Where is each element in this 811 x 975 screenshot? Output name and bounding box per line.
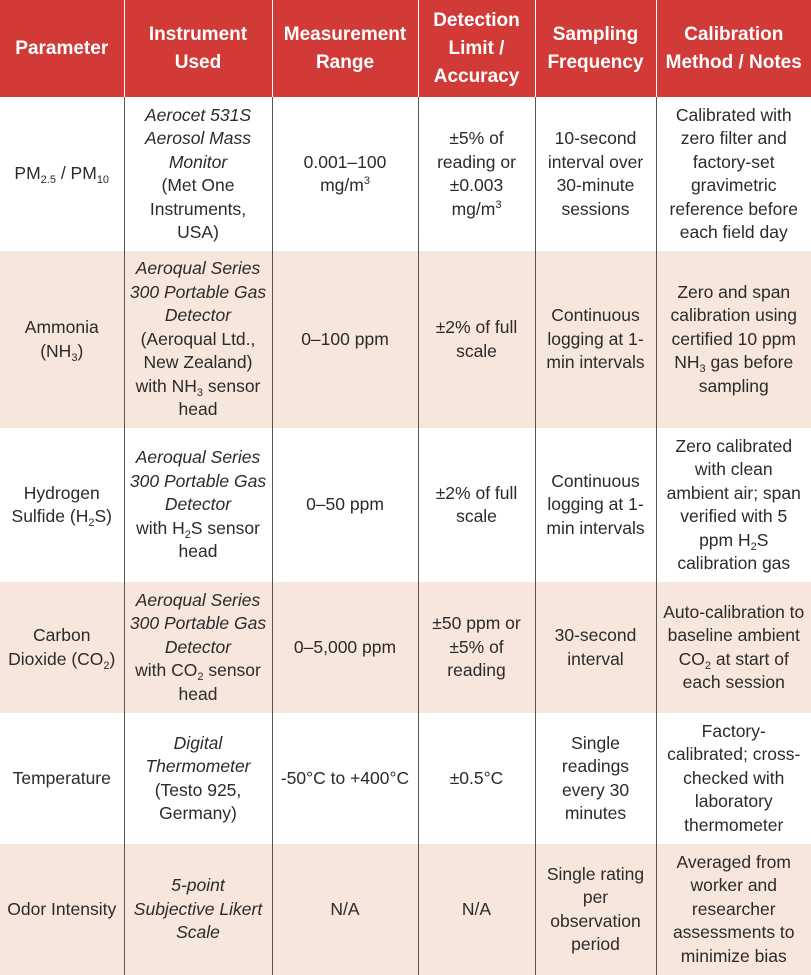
cell-range: -50°C to +400°C xyxy=(271,713,418,844)
cell-accuracy: ±2% of full scale xyxy=(417,251,535,428)
cell-notes: Auto-calibration to baseline ambient CO2… xyxy=(655,582,811,713)
cell-parameter: Ammonia (NH3) xyxy=(0,251,124,428)
cell-range: N/A xyxy=(271,844,418,975)
cell-instrument: Aeroqual Series 300 Portable Gas Detecto… xyxy=(123,251,272,428)
cell-parameter: PM2.5 / PM10 xyxy=(0,97,124,251)
cell-parameter: Temperature xyxy=(0,713,124,844)
cell-notes: Averaged from worker and researcher asse… xyxy=(655,844,811,975)
table-row: Temperature Digital Thermometer (Testo 92… xyxy=(0,713,811,844)
cell-accuracy: ±2% of full scale xyxy=(417,428,535,582)
cell-frequency: Single readings every 30 minutes xyxy=(534,713,656,844)
table-row: Hydrogen Sulfide (H2S) Aeroqual Series 3… xyxy=(0,428,811,582)
cell-range: 0.001–100 mg/m3 xyxy=(271,97,418,251)
cell-accuracy: N/A xyxy=(417,844,535,975)
cell-frequency: 30-second interval xyxy=(534,582,656,713)
header-calibration: Calibration Method / Notes xyxy=(655,0,811,97)
header-row: Parameter Instrument Used Measurement Ra… xyxy=(0,0,811,97)
table-row: PM2.5 / PM10 Aerocet 531S Aerosol Mass M… xyxy=(0,97,811,251)
cell-accuracy: ±50 ppm or ±5% of reading xyxy=(417,582,535,713)
cell-frequency: Continuous logging at 1-min intervals xyxy=(534,428,656,582)
header-instrument: Instrument Used xyxy=(123,0,272,97)
cell-notes: Zero calibrated with clean ambient air; … xyxy=(655,428,811,582)
header-range: Measurement Range xyxy=(271,0,418,97)
header-frequency: Sampling Frequency xyxy=(534,0,656,97)
table-row: Ammonia (NH3) Aeroqual Series 300 Portab… xyxy=(0,251,811,428)
table-row: Carbon Dioxide (CO2) Aeroqual Series 300… xyxy=(0,582,811,713)
cell-frequency: 10-second interval over 30-minute sessio… xyxy=(534,97,656,251)
cell-instrument: 5-point Subjective Likert Scale xyxy=(123,844,272,975)
cell-notes: Factory-calibrated; cross-checked with l… xyxy=(655,713,811,844)
cell-parameter: Hydrogen Sulfide (H2S) xyxy=(0,428,124,582)
cell-range: 0–5,000 ppm xyxy=(271,582,418,713)
cell-notes: Zero and span calibration using certifie… xyxy=(655,251,811,428)
header-parameter: Parameter xyxy=(0,0,124,97)
cell-instrument: Aeroqual Series 300 Portable Gas Detecto… xyxy=(123,582,272,713)
cell-instrument: Aeroqual Series 300 Portable Gas Detecto… xyxy=(123,428,272,582)
header-accuracy: Detection Limit / Accuracy xyxy=(417,0,535,97)
cell-parameter: Carbon Dioxide (CO2) xyxy=(0,582,124,713)
cell-notes: Calibrated with zero filter and factory-… xyxy=(655,97,811,251)
cell-frequency: Continuous logging at 1-min intervals xyxy=(534,251,656,428)
cell-frequency: Single rating per observation period xyxy=(534,844,656,975)
cell-parameter: Odor Intensity xyxy=(0,844,124,975)
cell-accuracy: ±0.5°C xyxy=(417,713,535,844)
cell-instrument: Digital Thermometer (Testo 925, Germany) xyxy=(123,713,272,844)
cell-accuracy: ±5% of reading or ±0.003 mg/m3 xyxy=(417,97,535,251)
table-row: Odor Intensity 5-point Subjective Likert… xyxy=(0,844,811,975)
cell-instrument: Aerocet 531S Aerosol Mass Monitor (Met On… xyxy=(123,97,272,251)
cell-range: 0–100 ppm xyxy=(271,251,418,428)
cell-range: 0–50 ppm xyxy=(271,428,418,582)
